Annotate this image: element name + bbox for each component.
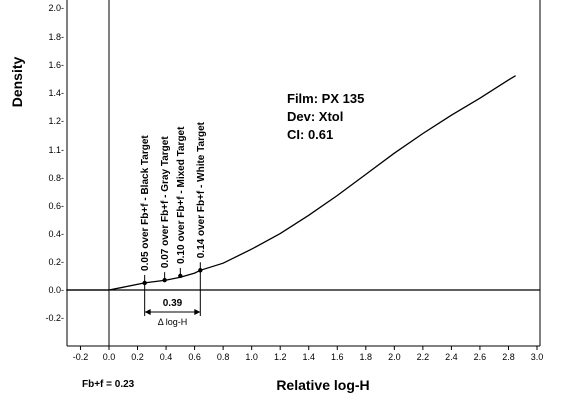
y-tick-label: 0.0-	[48, 285, 64, 295]
target-label: 0.05 over Fb+f - Black Target	[140, 135, 151, 271]
x-tick-label: 1.6	[331, 352, 344, 362]
x-tick-label: 2.6	[474, 352, 487, 362]
target-label: 0.10 over Fb+f - Mixed Target	[176, 126, 187, 264]
x-tick-label: 2.4	[445, 352, 458, 362]
y-tick-label: 0.8-	[48, 173, 64, 183]
y-tick-label: -0.2-	[45, 313, 64, 323]
delta-label: Δ log-H	[158, 317, 188, 327]
marker-group: 0.05 over Fb+f - Black Target 0.07 over F…	[140, 121, 207, 286]
x-tick-label: 1.4	[302, 352, 315, 362]
series-group	[66, 75, 516, 291]
x-tick-label: 0.0	[103, 352, 116, 362]
target-point	[178, 273, 183, 279]
x-tick-label: -0.2	[73, 352, 89, 362]
x-tick-label: 3.0	[531, 352, 544, 362]
y-tick-label: 0.4-	[48, 229, 64, 239]
x-tick-label: 2.8	[502, 352, 515, 362]
x-tick-label: 2.2	[417, 352, 430, 362]
x-tick-label: 0.2	[131, 352, 144, 362]
x-axis-title: Relative log-H	[276, 377, 369, 393]
y-tick-label: 0.2-	[48, 257, 64, 267]
y-axis-title: Density	[9, 57, 25, 108]
y-axis-ticks: 2.0- 1.8- 1.6- 1.4- 1.2- 1.1- 0.8- 0.6- 0.4- 0.2-…	[45, 3, 64, 323]
target-label: 0.07 over Fb+f - Gray Target	[160, 136, 171, 268]
delta-group: 0.39 Δ log-H	[144, 270, 201, 327]
annotation-dev: Dev: Xtol	[287, 109, 343, 124]
x-tick-label: 1.0	[245, 352, 258, 362]
x-tick-label: 1.8	[360, 352, 373, 362]
y-tick-label: 1.2-	[48, 116, 64, 126]
x-tick-label: 0.8	[217, 352, 230, 362]
target-label: 0.14 over Fb+f - White Target	[196, 121, 207, 258]
delta-value: 0.39	[163, 298, 183, 309]
footnote: Fb+f = 0.23	[82, 379, 135, 390]
y-tick-label: 2.0-	[48, 3, 64, 13]
annotation-ci: CI: 0.61	[287, 127, 333, 142]
delta-arrow-left-head	[144, 309, 151, 315]
x-tick-label: 0.4	[160, 352, 173, 362]
y-tick-label: 1.1-	[48, 145, 64, 155]
x-tick-label: 1.2	[274, 352, 287, 362]
delta-arrow-right-head	[194, 309, 201, 315]
target-point	[162, 277, 167, 283]
x-axis-ticks: -0.2 0.0 0.2 0.4 0.6 0.8 1.0 1.2 1.4 1.6 1.8 2.0 2.2…	[73, 346, 544, 362]
x-tick-label: 2.0	[388, 352, 401, 362]
y-tick-label: 1.8-	[48, 32, 64, 42]
y-tick-label: 1.6-	[48, 60, 64, 70]
characteristic-curve-line	[66, 75, 516, 291]
y-tick-label: 1.4-	[48, 88, 64, 98]
annotation-film: Film: PX 135	[287, 91, 364, 106]
x-tick-label: 0.6	[188, 352, 201, 362]
axes	[66, 0, 541, 347]
y-tick-label: 0.6-	[48, 201, 64, 211]
